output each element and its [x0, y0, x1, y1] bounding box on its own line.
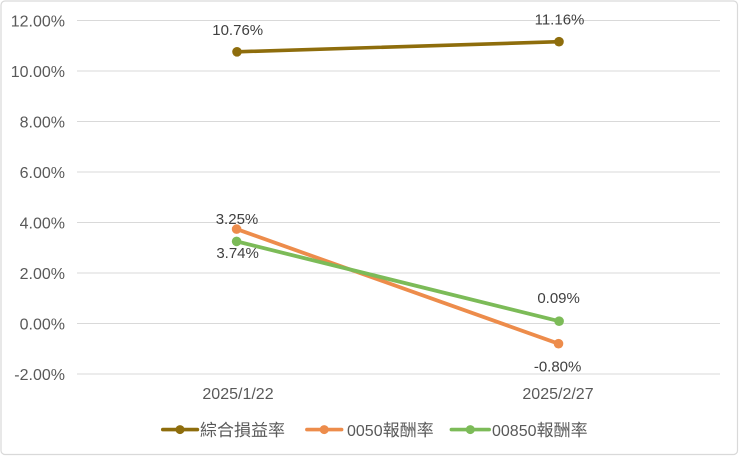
svg-text:-0.80%: -0.80% — [534, 359, 582, 376]
svg-text:0.00%: 0.00% — [20, 316, 65, 333]
svg-text:12.00%: 12.00% — [11, 13, 65, 30]
svg-text:0050: 0050 — [347, 423, 383, 440]
svg-text:00850: 00850 — [492, 423, 537, 440]
svg-text:6.00%: 6.00% — [20, 165, 65, 182]
svg-text:2.00%: 2.00% — [20, 266, 65, 283]
svg-text:2025/1/22: 2025/1/22 — [202, 386, 273, 403]
svg-text:10.00%: 10.00% — [11, 64, 65, 81]
svg-text:11.16%: 11.16% — [535, 12, 585, 29]
svg-text:2025/2/27: 2025/2/27 — [522, 386, 593, 403]
svg-text:3.74%: 3.74% — [216, 245, 259, 262]
svg-text:3.25%: 3.25% — [216, 211, 259, 228]
svg-text:8.00%: 8.00% — [20, 114, 65, 131]
svg-text:10.76%: 10.76% — [212, 22, 263, 39]
svg-text:0.09%: 0.09% — [537, 290, 580, 307]
svg-text:-2.00%: -2.00% — [14, 367, 65, 384]
svg-text:4.00%: 4.00% — [20, 215, 65, 232]
